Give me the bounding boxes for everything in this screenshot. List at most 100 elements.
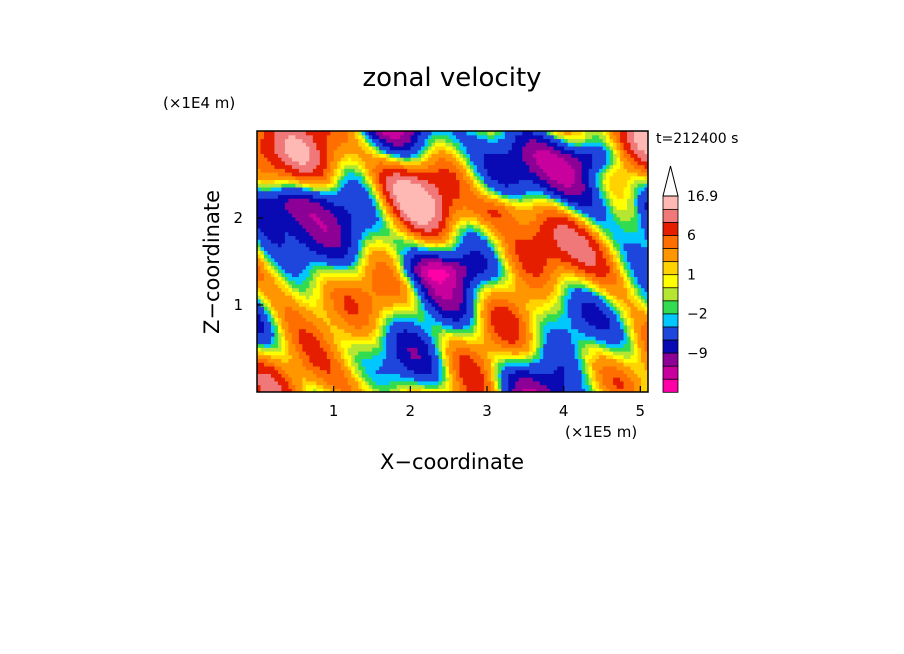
heatmap-cell [459,350,464,356]
heatmap-cell [267,246,272,251]
heatmap-cell [361,224,366,229]
heatmap-cell [372,239,377,244]
heatmap-cell [497,365,502,371]
heatmap-cell [438,257,443,263]
heatmap-cell [358,373,363,378]
heatmap-cell [497,280,502,285]
heatmap-cell [490,276,495,281]
heatmap-cell [319,373,324,378]
heatmap-cell [309,186,314,192]
heatmap-cell [309,220,314,225]
heatmap-cell [291,339,296,345]
heatmap-cell [267,242,272,248]
heatmap-cell [410,190,415,195]
heatmap-cell [386,365,391,371]
heatmap-cell [389,231,394,236]
heatmap-cell [312,332,317,337]
heatmap-cell [267,254,272,259]
heatmap-cell [483,257,489,263]
heatmap-cell [393,198,398,203]
heatmap-cell [438,142,443,147]
heatmap-cell [424,377,429,382]
heatmap-cell [361,373,366,378]
heatmap-cell [473,336,478,341]
heatmap-cell [337,242,342,248]
heatmap-cell [288,194,293,199]
heatmap-cell [330,172,335,177]
heatmap-cell [445,157,450,162]
heatmap-cell [435,302,440,307]
heatmap-cell [284,309,290,315]
heatmap-cell [295,231,300,236]
heatmap-cell [326,145,331,151]
heatmap-cell [354,358,359,363]
heatmap-cell [386,164,391,169]
heatmap-cell [337,295,342,300]
heatmap-cell [480,190,485,195]
heatmap-cell [330,324,335,330]
heatmap-cell [400,295,405,300]
heatmap-cell [365,145,370,151]
heatmap-cell [421,209,426,214]
heatmap-cell [501,183,506,188]
heatmap-cell [389,295,394,300]
heatmap-cell [326,287,331,292]
heatmap-cell [449,276,454,281]
heatmap-cell [295,242,300,248]
heatmap-cell [469,350,475,356]
heatmap-cell [396,183,401,188]
heatmap-cell [442,377,447,382]
heatmap-cell [284,157,290,162]
heatmap-cell [393,239,398,244]
heatmap-cell [435,250,440,255]
heatmap-cell [281,369,286,374]
heatmap-cell [326,283,331,289]
heatmap-cell [305,231,310,236]
heatmap-cell [449,186,454,192]
heatmap-cell [277,138,283,143]
heatmap-cell [312,358,317,363]
heatmap-cell [428,317,433,322]
heatmap-cell [435,190,440,195]
heatmap-cell [497,321,502,326]
heatmap-cell [455,134,461,140]
heatmap-cell [344,145,349,151]
heatmap-cell [319,213,324,218]
heatmap-cell [319,347,324,352]
heatmap-cell [347,306,352,311]
heatmap-cell [260,153,265,158]
heatmap-cell [260,250,265,255]
heatmap-cell [270,280,276,285]
heatmap-cell [494,153,499,158]
heatmap-cell [372,224,377,229]
heatmap-cell [501,377,506,382]
heatmap-cell [386,328,391,333]
heatmap-cell [431,298,436,304]
heatmap-cell [316,298,321,304]
heatmap-cell [497,298,502,304]
heatmap-cell [480,328,485,333]
heatmap-cell [431,145,436,151]
heatmap-cell [302,321,307,326]
heatmap-cell [309,153,314,158]
heatmap-cell [312,283,317,289]
heatmap-cell [319,198,324,203]
heatmap-cell [340,250,345,255]
heatmap-cell [396,295,401,300]
heatmap-cell [497,291,502,296]
heatmap-cell [263,276,269,281]
heatmap-cell [288,336,293,341]
heatmap-cell [483,336,489,341]
heatmap-cell [455,380,461,386]
heatmap-cell [490,369,495,374]
heatmap-cell [449,242,454,248]
heatmap-cell [466,309,471,315]
heatmap-cell [424,160,429,166]
heatmap-cell [379,198,384,203]
heatmap-cell [260,175,265,181]
heatmap-cell [476,309,482,315]
heatmap-cell [428,201,433,207]
heatmap-cell [459,220,464,225]
heatmap-cell [347,309,352,315]
heatmap-cell [487,254,492,259]
